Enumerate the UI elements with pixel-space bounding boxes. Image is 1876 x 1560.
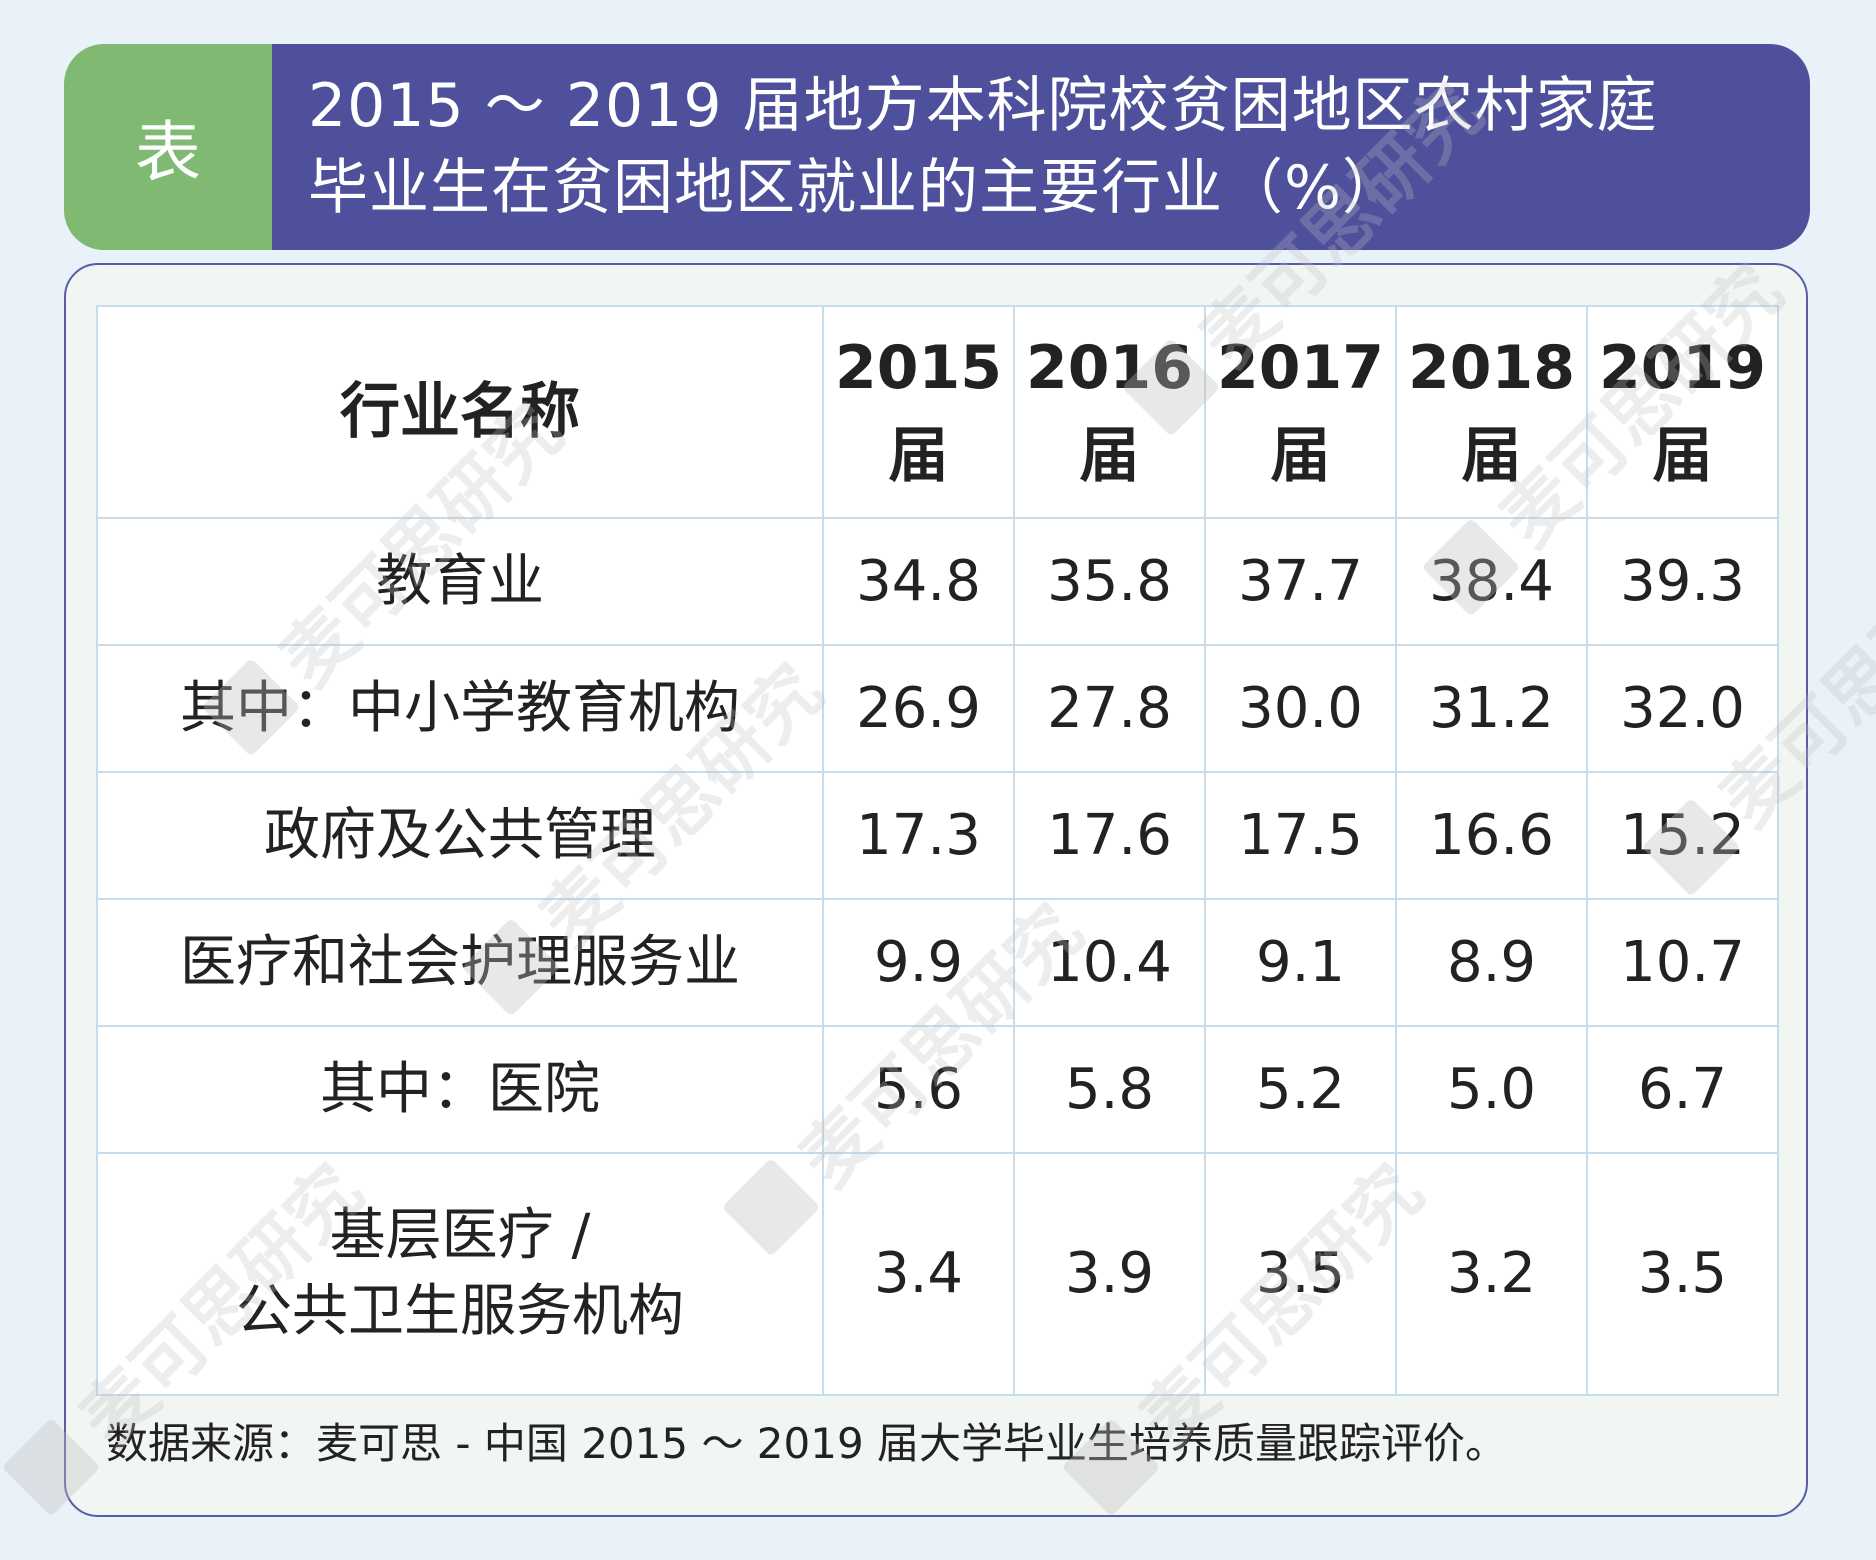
header-year-suffix: 届: [1652, 421, 1713, 491]
header-year-number: 2019: [1599, 333, 1766, 403]
table-panel: 行业名称 2015 届 2016 届 2017 届 2018 届: [64, 263, 1808, 1517]
row-industry-name: 其中：医院: [96, 1025, 824, 1154]
row-value: 9.9: [822, 898, 1015, 1027]
header-year-suffix: 届: [888, 421, 949, 491]
row-value: 17.5: [1204, 771, 1397, 900]
table-title-line-2: 毕业生在贫困地区就业的主要行业（%）: [308, 153, 1404, 223]
row-value: 3.9: [1013, 1152, 1206, 1396]
row-value: 32.0: [1586, 644, 1779, 773]
header-year-2015: 2015 届: [822, 305, 1015, 519]
header-year-suffix: 届: [1270, 421, 1331, 491]
header-year-number: 2018: [1408, 333, 1575, 403]
table-header-row: 行业名称 2015 届 2016 届 2017 届 2018 届: [96, 305, 1779, 519]
table-row: 教育业 34.8 35.8 37.7 38.4 39.3: [96, 517, 1779, 646]
row-value: 17.3: [822, 771, 1015, 900]
row-industry-name: 其中：中小学教育机构: [96, 644, 824, 773]
source-note: 数据来源：麦可思 - 中国 2015 ～ 2019 届大学毕业生培养质量跟踪评价…: [106, 1419, 1508, 1468]
header-year-number: 2015: [835, 333, 1002, 403]
industry-table: 行业名称 2015 届 2016 届 2017 届 2018 届: [96, 305, 1779, 1396]
row-industry-name: 基层医疗 / 公共卫生服务机构: [96, 1152, 824, 1396]
table-row: 基层医疗 / 公共卫生服务机构 3.4 3.9 3.5 3.2 3.5: [96, 1152, 1779, 1396]
row-value: 27.8: [1013, 644, 1206, 773]
row-value: 10.4: [1013, 898, 1206, 1027]
row-value: 38.4: [1395, 517, 1588, 646]
row-value: 35.8: [1013, 517, 1206, 646]
header-year-number: 2016: [1026, 333, 1193, 403]
row-value: 3.5: [1204, 1152, 1397, 1396]
row-value: 5.0: [1395, 1025, 1588, 1154]
row-value: 17.6: [1013, 771, 1206, 900]
row-value: 8.9: [1395, 898, 1588, 1027]
row-value: 10.7: [1586, 898, 1779, 1027]
row-value: 3.2: [1395, 1152, 1588, 1396]
row-industry-name: 政府及公共管理: [96, 771, 824, 900]
table-row: 医疗和社会护理服务业 9.9 10.4 9.1 8.9 10.7: [96, 898, 1779, 1027]
row-value: 16.6: [1395, 771, 1588, 900]
row-value: 34.8: [822, 517, 1015, 646]
row-value: 3.5: [1586, 1152, 1779, 1396]
header-year-suffix: 届: [1461, 421, 1522, 491]
row-industry-name-line-1: 基层医疗 /: [329, 1203, 591, 1268]
row-value: 31.2: [1395, 644, 1588, 773]
row-industry-name: 教育业: [96, 517, 824, 646]
row-value: 39.3: [1586, 517, 1779, 646]
header-year-2017: 2017 届: [1204, 305, 1397, 519]
header-year-suffix: 届: [1079, 421, 1140, 491]
row-value: 37.7: [1204, 517, 1397, 646]
table-row: 其中：医院 5.6 5.8 5.2 5.0 6.7: [96, 1025, 1779, 1154]
table-row: 其中：中小学教育机构 26.9 27.8 30.0 31.2 32.0: [96, 644, 1779, 773]
row-value: 30.0: [1204, 644, 1397, 773]
table-row: 政府及公共管理 17.3 17.6 17.5 16.6 15.2: [96, 771, 1779, 900]
header-year-2018: 2018 届: [1395, 305, 1588, 519]
row-value: 9.1: [1204, 898, 1397, 1027]
row-value: 26.9: [822, 644, 1015, 773]
row-industry-name: 医疗和社会护理服务业: [96, 898, 824, 1027]
header-year-number: 2017: [1217, 333, 1384, 403]
row-value: 5.6: [822, 1025, 1015, 1154]
row-value: 15.2: [1586, 771, 1779, 900]
row-value: 5.2: [1204, 1025, 1397, 1154]
header-year-2016: 2016 届: [1013, 305, 1206, 519]
title-banner: 表 2015 ～ 2019 届地方本科院校贫困地区农村家庭 毕业生在贫困地区就业…: [64, 44, 1810, 250]
table-title: 2015 ～ 2019 届地方本科院校贫困地区农村家庭 毕业生在贫困地区就业的主…: [272, 44, 1810, 250]
header-year-2019: 2019 届: [1586, 305, 1779, 519]
row-value: 3.4: [822, 1152, 1015, 1396]
row-industry-name-line-2: 公共卫生服务机构: [236, 1279, 684, 1344]
row-value: 5.8: [1013, 1025, 1206, 1154]
table-tag: 表: [64, 44, 272, 250]
table-title-line-1: 2015 ～ 2019 届地方本科院校贫困地区农村家庭: [308, 71, 1658, 141]
header-industry-name: 行业名称: [96, 305, 824, 519]
row-value: 6.7: [1586, 1025, 1779, 1154]
